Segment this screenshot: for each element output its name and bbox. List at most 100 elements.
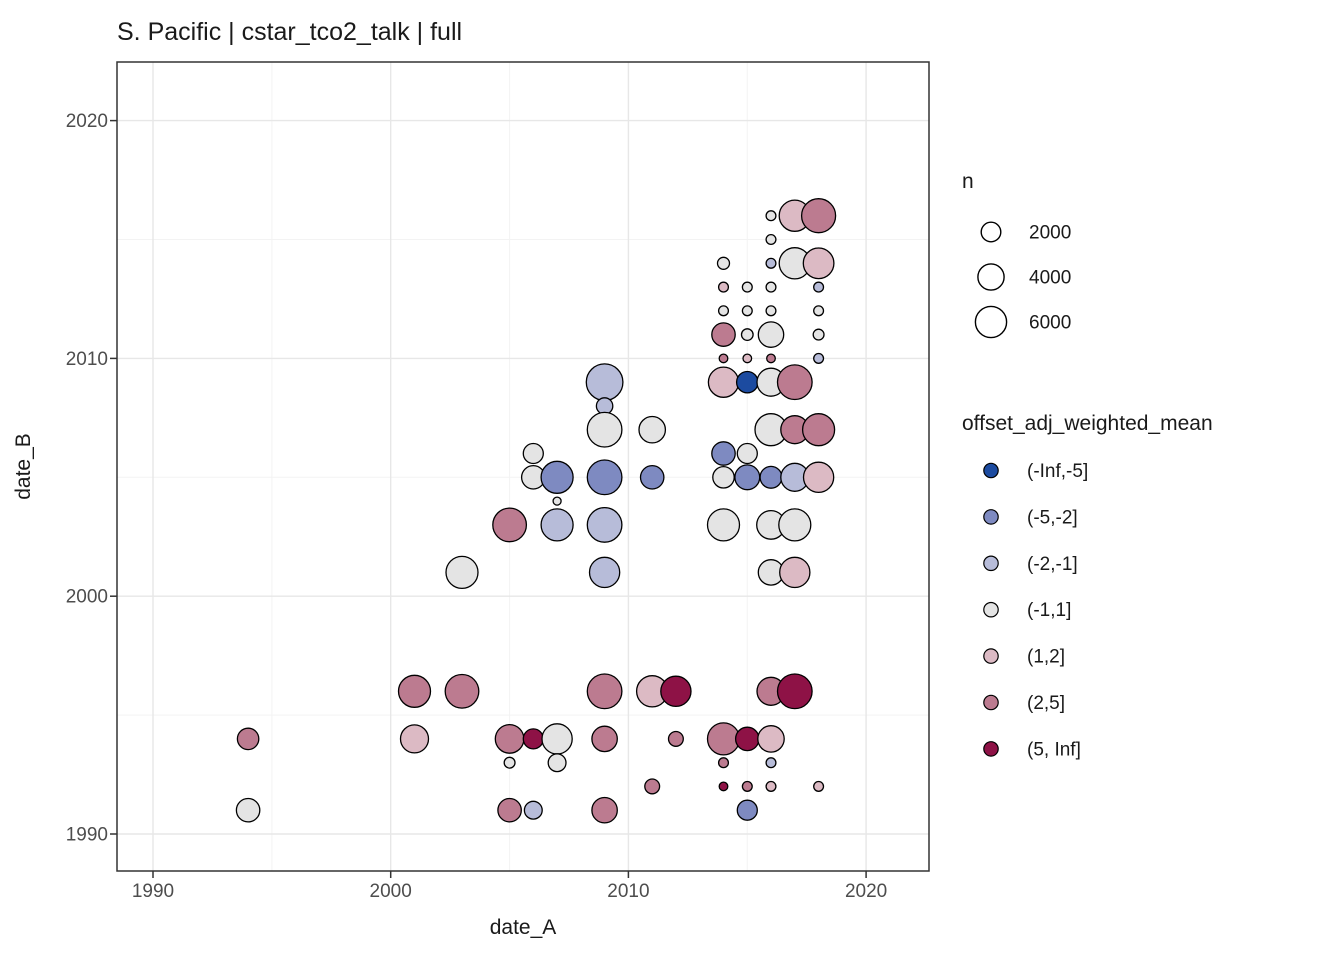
size-legend-label: 6000: [1029, 313, 1071, 334]
size-legend-keys: [974, 221, 1008, 339]
data-point: [445, 555, 479, 590]
color-legend-dot: [983, 509, 999, 525]
data-point: [734, 464, 761, 491]
data-point: [765, 210, 777, 222]
data-point: [236, 727, 260, 751]
data-point: [778, 508, 812, 542]
data-point: [757, 321, 785, 348]
data-point: [541, 723, 573, 755]
data-point: [736, 799, 758, 821]
data-point: [540, 460, 574, 494]
data-point: [742, 353, 753, 364]
data-point: [591, 796, 618, 824]
data-point: [813, 780, 825, 792]
data-point: [813, 305, 825, 317]
data-point: [638, 415, 667, 444]
size-legend-label: 2000: [1029, 223, 1071, 244]
data-point: [734, 726, 760, 752]
data-point: [639, 464, 665, 490]
data-point: [765, 305, 777, 317]
x-tick-label: 2010: [607, 881, 649, 902]
data-point: [776, 364, 813, 401]
data-point: [586, 673, 623, 710]
data-point: [503, 756, 516, 769]
data-point: [718, 781, 729, 792]
data-point: [586, 411, 623, 448]
data-point: [497, 797, 522, 823]
data-point: [494, 723, 525, 754]
data-point: [706, 722, 741, 756]
data-point: [667, 730, 684, 747]
data-point: [718, 353, 729, 364]
data-point: [740, 328, 754, 342]
size-legend-circle: [980, 221, 1002, 243]
data-point: [776, 673, 813, 710]
data-point: [717, 757, 730, 769]
data-point: [522, 442, 544, 465]
data-point: [595, 397, 614, 415]
y-tick-label: 2020: [66, 111, 108, 132]
data-point: [707, 366, 740, 398]
x-tick-label: 1990: [132, 881, 174, 902]
size-legend-label: 4000: [1029, 268, 1071, 289]
data-point: [757, 725, 785, 753]
size-legend-circle: [974, 305, 1008, 339]
x-axis-title: date_A: [490, 916, 557, 939]
data-point: [397, 674, 432, 708]
data-point: [800, 198, 837, 234]
color-legend-label: (2,5]: [1027, 693, 1065, 714]
data-point: [552, 496, 562, 506]
color-legend-title: offset_adj_weighted_mean: [962, 412, 1213, 435]
data-point: [706, 508, 741, 542]
plot-panel: [110, 61, 930, 878]
data-point: [759, 465, 783, 489]
data-point: [813, 281, 825, 293]
panel-border: [116, 61, 930, 872]
color-legend-dot: [983, 741, 999, 757]
data-point: [736, 442, 758, 465]
color-legend-label: (-1,1]: [1027, 600, 1071, 621]
color-legend-dot: [983, 694, 999, 711]
data-point: [765, 780, 777, 792]
color-legend-label: (-2,-1]: [1027, 554, 1078, 575]
color-legend-label: (5, Inf]: [1027, 739, 1081, 760]
y-tick-label: 2010: [66, 349, 108, 370]
data-point: [801, 413, 836, 447]
data-point: [717, 305, 730, 317]
data-point: [735, 370, 759, 394]
data-point: [644, 778, 661, 795]
data-point: [492, 507, 528, 543]
data-point: [765, 233, 777, 246]
data-point: [741, 281, 753, 293]
data-point: [540, 508, 574, 542]
color-legend-keys: [983, 462, 999, 757]
data-point: [586, 459, 623, 496]
data-point: [802, 461, 835, 494]
data-point: [444, 673, 480, 709]
data-point: [765, 757, 777, 769]
color-legend-label: (-5,-2]: [1027, 507, 1078, 528]
data-point: [741, 305, 753, 317]
chart-title: S. Pacific | cstar_tco2_talk | full: [117, 18, 462, 46]
data-point: [765, 257, 777, 269]
data-point: [523, 800, 543, 820]
x-tick-label: 2020: [845, 881, 887, 902]
data-point: [802, 247, 835, 280]
color-legend-dot: [983, 648, 999, 664]
data-point: [812, 328, 825, 341]
data-point: [712, 465, 735, 489]
x-tick-label: 2000: [370, 881, 412, 902]
data-point: [547, 753, 567, 773]
data-point: [711, 441, 736, 466]
y-axis-title: date_B: [12, 433, 35, 500]
color-legend-dot: [983, 601, 999, 618]
data-point: [711, 322, 736, 347]
data-point: [717, 281, 730, 293]
data-point: [235, 797, 261, 823]
color-legend-label: (1,2]: [1027, 647, 1065, 668]
data-point: [399, 724, 430, 754]
data-point: [586, 506, 623, 543]
y-tick-label: 1990: [66, 825, 108, 846]
